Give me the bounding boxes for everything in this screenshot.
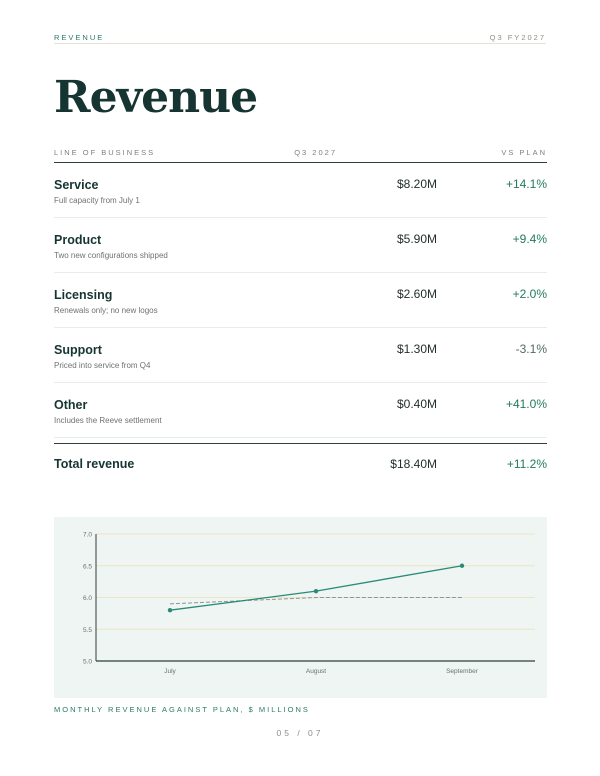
row-name: Licensing [54,288,113,302]
data-point [167,608,173,613]
row-amount: $2.60M [396,287,437,301]
row-name: Service [54,178,99,192]
column-header-quarter: Q3 2027 [294,147,337,157]
row-amount: $0.40M [396,397,437,411]
actual-series-line [169,565,463,611]
table-header: LINE OF BUSINESS Q3 2027 VS PLAN [54,142,547,163]
page-number: 05 / 07 [276,728,324,738]
y-tick-label: 5.0 [83,659,92,666]
column-header-line-of-business: LINE OF BUSINESS [54,147,156,157]
row-name: Product [54,233,102,247]
y-tick-label: 6.0 [83,595,92,602]
running-header: REVENUE Q3 FY2027 [54,30,546,44]
row-delta: +2.0% [512,287,547,301]
plan-series-line [169,597,462,605]
period-label: Q3 FY2027 [489,32,546,42]
row-delta: +41.0% [505,397,547,411]
total-delta: +11.2% [506,457,547,471]
total-row: Total revenue $18.40M +11.2% [54,443,547,483]
page-title: Revenue [54,72,258,123]
revenue-chart: 7.0 6.5 6.0 5.5 5.0 July August September [54,517,547,698]
row-note: Two new configurations shipped [54,251,168,260]
row-delta: -3.1% [515,342,547,356]
data-point [459,563,465,568]
table-row: Product Two new configurations shipped $… [54,218,547,273]
section-label: REVENUE [54,32,105,42]
row-amount: $8.20M [396,177,437,191]
row-name: Other [54,398,88,412]
row-note: Priced into service from Q4 [54,361,151,370]
chart-svg: 7.0 6.5 6.0 5.5 5.0 July August September [83,532,535,675]
table-row: Other Includes the Reeve settlement $0.4… [54,383,547,438]
row-note: Full capacity from July 1 [54,196,140,205]
row-note: Includes the Reeve settlement [54,416,162,425]
data-point [313,588,319,594]
chart-caption: MONTHLY REVENUE AGAINST PLAN, $ MILLIONS [54,705,310,714]
table-row: Service Full capacity from July 1 $8.20M… [54,163,547,218]
row-name: Support [54,343,102,357]
revenue-table: LINE OF BUSINESS Q3 2027 VS PLAN Service… [54,142,547,438]
table-row: Support Priced into service from Q4 $1.3… [54,328,547,383]
x-tick-label: July [164,668,176,675]
total-name: Total revenue [54,457,135,471]
x-tick-label: August [306,668,326,675]
row-amount: $5.90M [396,232,437,246]
row-amount: $1.30M [396,342,437,356]
y-tick-label: 6.5 [83,563,92,570]
column-header-vs-plan: VS PLAN [501,147,547,157]
row-delta: +14.1% [505,177,547,191]
y-tick-label: 5.5 [83,627,92,634]
row-note: Renewals only; no new logos [54,306,158,315]
total-amount: $18.40M [390,457,437,471]
table-row: Licensing Renewals only; no new logos $2… [54,273,547,328]
row-delta: +9.4% [512,232,547,246]
header-divider [54,43,546,44]
y-tick-label: 7.0 [83,532,92,539]
x-tick-label: September [446,668,479,675]
